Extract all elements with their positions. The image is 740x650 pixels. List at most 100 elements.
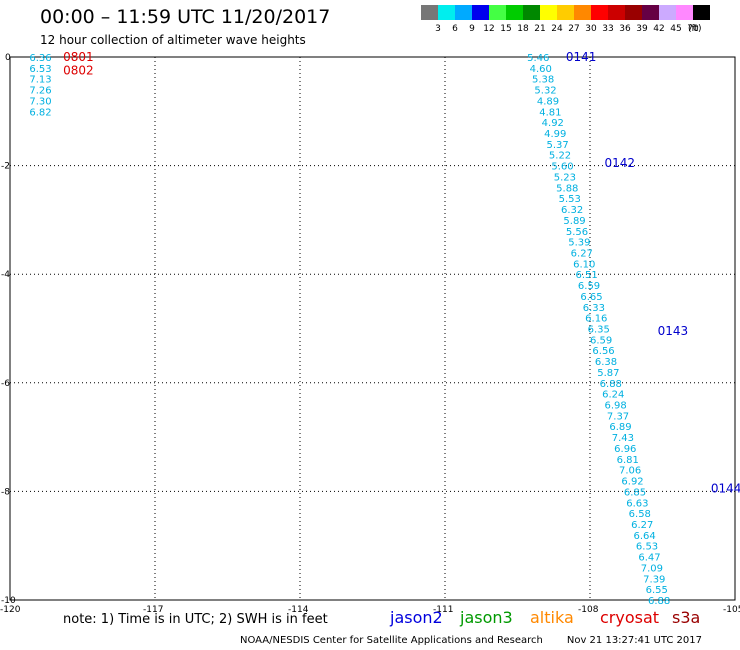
pass-label: 0143 (658, 324, 689, 338)
swh-value: 6.10 (573, 259, 595, 270)
scale-label: 45 (670, 24, 682, 34)
swh-value: 7.39 (643, 574, 665, 585)
swh-value: 4.89 (537, 96, 559, 107)
lon-tick-label: -114 (288, 605, 309, 615)
swh-value: 6.96 (614, 444, 636, 455)
page-subtitle: 12 hour collection of altimeter wave hei… (40, 33, 306, 47)
scale-swatch (540, 5, 557, 20)
lat-tick-label: 0 (5, 53, 11, 63)
pass-label: 0141 (566, 50, 597, 64)
scale-label: 15 (500, 24, 512, 34)
swh-value: 6.85 (624, 487, 646, 498)
swh-value: 7.37 (607, 411, 629, 422)
swh-value: 6.58 (629, 509, 651, 520)
swh-value: 6.64 (634, 531, 656, 542)
swh-value: 6.88 (600, 379, 622, 390)
pass-label: 0801 (63, 50, 94, 64)
swh-value: 6.24 (602, 390, 624, 401)
credit-text: NOAA/NESDIS Center for Satellite Applica… (240, 635, 543, 646)
footer-credit: NOAA/NESDIS Center for Satellite Applica… (240, 635, 702, 646)
swh-value: 6.27 (571, 248, 593, 259)
scale-label: 30 (585, 24, 597, 34)
swh-value: 5.38 (532, 75, 554, 86)
swh-value: 5.37 (547, 140, 569, 151)
footer-note: note: 1) Time is in UTC; 2) SWH is in fe… (63, 612, 328, 627)
swh-value: 5.87 (597, 368, 619, 379)
lon-tick-label: -117 (143, 605, 163, 615)
swh-value: 7.26 (29, 86, 51, 97)
scale-swatch (659, 5, 676, 20)
swh-value: 4.99 (544, 129, 566, 140)
swh-value: 7.43 (612, 433, 634, 444)
legend-altika: altika (530, 608, 574, 627)
pass-label: 0802 (63, 64, 94, 78)
scale-swatch (489, 5, 506, 20)
swh-value: 5.39 (568, 238, 590, 249)
swh-value: 6.92 (621, 477, 643, 488)
scale-label: 70 (687, 24, 699, 34)
scale-label: 27 (568, 24, 580, 34)
scale-label: 12 (483, 24, 495, 34)
swh-value: 6.53 (29, 64, 51, 75)
swh-value: 5.53 (559, 194, 581, 205)
lat-tick-label: -8 (1, 487, 10, 497)
swh-value: 6.36 (29, 53, 51, 64)
swh-value: 7.30 (29, 96, 51, 107)
lon-tick-label: -105 (723, 605, 740, 615)
swh-value: 5.88 (556, 183, 578, 194)
page-title: 00:00 – 11:59 UTC 11/20/2017 (40, 6, 331, 28)
pass-label: 0142 (605, 156, 636, 170)
scale-label: 18 (517, 24, 529, 34)
swh-value: 6.98 (605, 401, 627, 412)
scale-label: 6 (452, 24, 458, 34)
scale-swatch (642, 5, 659, 20)
swh-value: 7.13 (29, 75, 51, 86)
swh-value: 6.47 (638, 553, 660, 564)
scale-label: 3 (435, 24, 441, 34)
map-frame (9, 56, 736, 601)
scale-swatch (421, 5, 438, 20)
legend-s3a: s3a (672, 608, 701, 627)
swh-value: 6.38 (595, 357, 617, 368)
swh-value: 6.27 (631, 520, 653, 531)
swh-value: 6.88 (648, 596, 670, 607)
scale-swatch (608, 5, 625, 20)
swh-value: 5.32 (534, 86, 556, 97)
swh-value: 6.63 (626, 498, 648, 509)
swh-value: 6.81 (617, 455, 639, 466)
scale-swatch (591, 5, 608, 20)
legend-cryosat: cryosat (600, 608, 660, 627)
swh-value: 5.23 (554, 172, 576, 183)
swh-value: 6.51 (576, 270, 598, 281)
lon-tick-label: -108 (578, 605, 599, 615)
scale-swatch (557, 5, 574, 20)
scale-label: 24 (551, 24, 563, 34)
scale-unit: (ft) (688, 24, 702, 34)
swh-value: 5.60 (551, 162, 573, 173)
scale-swatch (693, 5, 710, 20)
swh-value: 6.33 (583, 303, 605, 314)
swh-value: 5.22 (549, 151, 571, 162)
scale-swatch (574, 5, 591, 20)
swh-value: 6.82 (29, 107, 51, 118)
swh-value: 6.55 (646, 585, 668, 596)
swh-value: 6.89 (609, 422, 631, 433)
legend-jason3: jason3 (460, 608, 513, 627)
swh-value: 6.59 (578, 281, 600, 292)
scale-swatch (625, 5, 642, 20)
lat-tick-label: -6 (1, 379, 10, 389)
swh-value: 6.35 (588, 325, 610, 336)
swh-value: 6.32 (561, 205, 583, 216)
swh-value: 5.56 (566, 227, 588, 238)
swh-value: 7.06 (619, 466, 641, 477)
swh-value: 6.59 (590, 335, 612, 346)
scale-swatch (676, 5, 693, 20)
timestamp-text: Nov 21 13:27:41 UTC 2017 (566, 635, 703, 646)
scale-label: 42 (653, 24, 665, 34)
scale-label: 33 (602, 24, 614, 34)
swh-value: 4.60 (530, 64, 552, 75)
scale-label: 39 (636, 24, 648, 34)
scale-label: 21 (534, 24, 546, 34)
scale-swatch (472, 5, 489, 20)
